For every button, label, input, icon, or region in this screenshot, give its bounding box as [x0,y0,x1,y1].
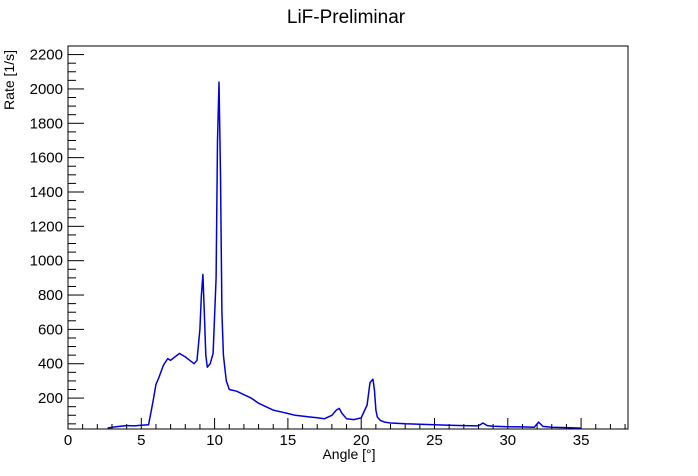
y-tick-label: 2200 [30,47,63,64]
plot-frame [67,45,629,430]
plot-area [107,81,582,429]
x-tick-label: 20 [353,432,370,449]
y-axis-label: Rate [1/s] [1,50,17,110]
y-tick-label: 1800 [30,115,63,132]
x-tick-label: 35 [573,432,590,449]
y-tick-label: 400 [38,356,63,373]
y-tick-label: 200 [38,390,63,407]
y-tick-label: 2000 [30,81,63,98]
y-tick-label: 600 [38,321,63,338]
x-tick-label: 25 [426,432,443,449]
x-tick-label: 0 [64,432,72,449]
axis-ticks [67,54,626,429]
x-tick-label: 10 [206,432,223,449]
y-tick-label: 1600 [30,150,63,167]
x-tick-label: 15 [280,432,297,449]
x-tick-label: 30 [499,432,516,449]
chart-title: LiF-Preliminar [287,7,406,28]
y-tick-label: 800 [38,287,63,304]
y-tick-label: 1400 [30,184,63,201]
x-tick-label: 5 [137,432,145,449]
tick-labels: 0 5 10 15 20 25 30 35 200 400 600 800 1000 1200 1400 16… [30,47,590,449]
y-tick-label: 1200 [30,218,63,235]
series-line [107,81,582,429]
y-tick-label: 1000 [30,253,63,270]
x-axis-label: Angle [°] [322,446,375,462]
